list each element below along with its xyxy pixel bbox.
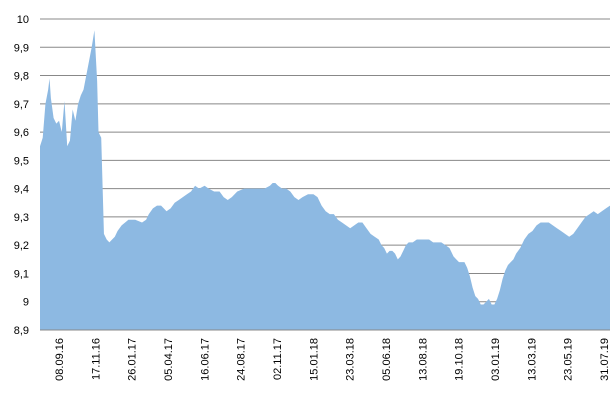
x-tick-label: 17.11.16: [90, 338, 102, 380]
x-tick-label: 16.06.17: [199, 338, 211, 381]
x-tick-label: 05.04.17: [163, 338, 175, 381]
y-tick-label: 9,7: [14, 99, 29, 111]
x-tick-label: 13.03.19: [526, 338, 538, 381]
x-tick-label: 05.06.18: [381, 338, 393, 381]
x-tick-label: 19.10.18: [454, 338, 466, 381]
x-tick-label: 24.08.17: [236, 338, 248, 381]
y-tick-label: 9,2: [14, 240, 29, 252]
y-tick-label: 9,6: [14, 127, 29, 139]
x-tick-label: 02.11.17: [272, 338, 284, 380]
area-fill: [40, 30, 610, 331]
x-axis: 08.09.16 17.11.16 26.01.17 05.04.17 16.06.17…: [54, 338, 611, 381]
x-tick-label: 23.05.19: [563, 338, 575, 381]
y-tick-label: 9: [23, 297, 29, 309]
area-series: [40, 30, 610, 331]
x-tick-label: 26.01.17: [127, 338, 139, 381]
x-tick-label: 23.03.18: [345, 338, 357, 381]
y-tick-label: 9,5: [14, 155, 29, 167]
x-tick-label: 03.01.19: [490, 338, 502, 381]
x-tick-label: 08.09.16: [54, 338, 66, 381]
x-tick-label: 15.01.18: [308, 338, 320, 381]
y-tick-label: 9,3: [14, 212, 29, 224]
x-tick-label: 13.08.18: [417, 338, 429, 381]
y-tick-label: 9,8: [14, 71, 29, 83]
y-axis: 10 9,9 9,8 9,7 9,6 9,5 9,4 9,3 9,2 9,1 9 8,9: [14, 14, 29, 337]
y-tick-label: 9,4: [14, 184, 29, 196]
y-tick-label: 10: [17, 14, 29, 26]
y-tick-label: 9,1: [14, 268, 29, 280]
x-tick-label: 31.07.19: [599, 338, 611, 381]
y-tick-label: 9,9: [14, 42, 29, 54]
y-tick-label: 8,9: [14, 325, 29, 337]
